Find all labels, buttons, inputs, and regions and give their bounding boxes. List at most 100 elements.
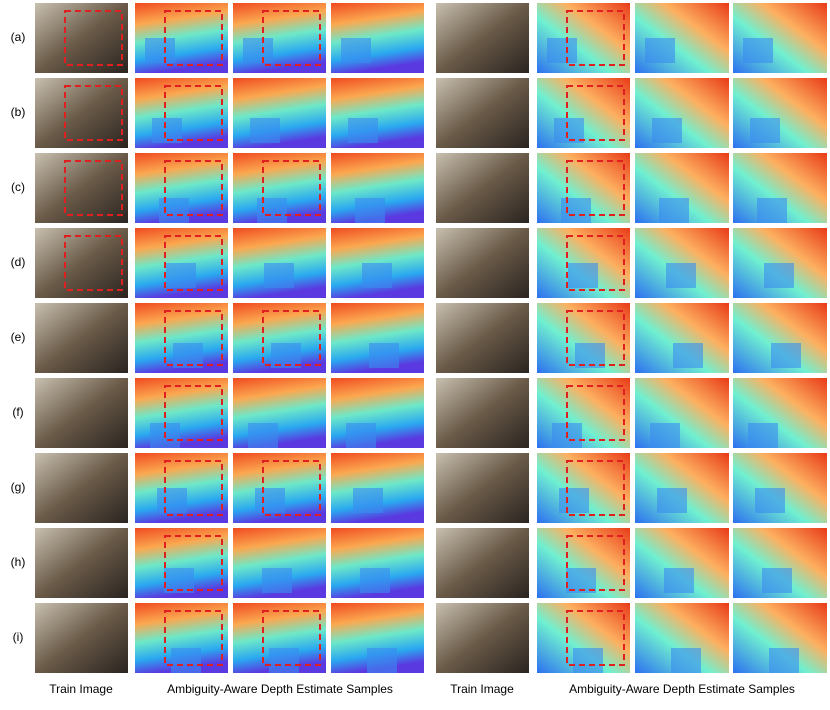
row-label: (a) xyxy=(11,30,26,44)
depth-object xyxy=(269,648,299,673)
highlight-box xyxy=(64,160,123,216)
depth-object xyxy=(575,343,605,368)
depth-sample xyxy=(331,378,424,448)
image-grid: (a) (b) (c) (d) (e) (f) (g) (h) (i) xyxy=(11,3,827,673)
highlight-box xyxy=(164,610,223,666)
depth-object xyxy=(157,488,187,513)
depth-object xyxy=(762,568,792,593)
depth-object xyxy=(673,343,703,368)
highlight-box xyxy=(164,160,223,216)
highlight-box xyxy=(566,610,625,666)
depth-object xyxy=(657,488,687,513)
depth-object xyxy=(573,648,603,673)
depth-object xyxy=(353,488,383,513)
depth-object xyxy=(671,648,701,673)
train-image xyxy=(35,603,128,673)
depth-object xyxy=(243,38,273,63)
depth-object xyxy=(164,568,194,593)
train-image xyxy=(436,378,529,448)
train-image xyxy=(35,303,128,373)
caption: Train Image xyxy=(450,682,514,696)
depth-object xyxy=(755,488,785,513)
caption: Train Image xyxy=(49,682,113,696)
depth-object xyxy=(367,648,397,673)
train-image xyxy=(436,528,529,598)
depth-object xyxy=(547,38,577,63)
depth-object xyxy=(664,568,694,593)
train-image xyxy=(436,228,529,298)
depth-object xyxy=(360,568,390,593)
depth-object xyxy=(771,343,801,368)
depth-object xyxy=(652,118,682,143)
depth-object xyxy=(173,343,203,368)
row-label: (b) xyxy=(11,105,26,119)
train-image xyxy=(35,153,128,223)
depth-sample xyxy=(635,378,729,448)
highlight-box xyxy=(164,310,223,366)
depth-object xyxy=(650,423,680,448)
highlight-box xyxy=(164,535,223,591)
depth-object xyxy=(248,423,278,448)
depth-object xyxy=(348,118,378,143)
train-image xyxy=(35,78,128,148)
train-image xyxy=(35,378,128,448)
depth-object xyxy=(554,118,584,143)
depth-object xyxy=(769,648,799,673)
highlight-box xyxy=(64,235,123,291)
highlight-box xyxy=(566,160,625,216)
depth-object xyxy=(257,198,287,223)
train-image xyxy=(35,528,128,598)
train-image xyxy=(436,153,529,223)
depth-object xyxy=(764,263,794,288)
train-image xyxy=(436,603,529,673)
depth-object xyxy=(264,263,294,288)
depth-object xyxy=(262,568,292,593)
depth-object xyxy=(250,118,280,143)
depth-object xyxy=(369,343,399,368)
highlight-box xyxy=(262,610,321,666)
train-image xyxy=(35,228,128,298)
highlight-box xyxy=(566,385,625,441)
depth-object xyxy=(750,118,780,143)
depth-object xyxy=(566,568,596,593)
highlight-box xyxy=(262,310,321,366)
depth-object xyxy=(666,263,696,288)
depth-object xyxy=(255,488,285,513)
depth-object xyxy=(748,423,778,448)
row-label: (h) xyxy=(11,555,26,569)
row-label: (i) xyxy=(13,630,24,644)
highlight-box xyxy=(164,85,223,141)
depth-object xyxy=(271,343,301,368)
highlight-box xyxy=(566,235,625,291)
train-image xyxy=(35,3,128,73)
caption: Ambiguity-Aware Depth Estimate Samples xyxy=(569,682,795,696)
highlight-box xyxy=(566,310,625,366)
highlight-box xyxy=(164,385,223,441)
highlight-box xyxy=(64,85,123,141)
highlight-box xyxy=(164,235,223,291)
highlight-box xyxy=(566,85,625,141)
depth-object xyxy=(743,38,773,63)
highlight-box xyxy=(262,460,321,516)
depth-object xyxy=(341,38,371,63)
row-label: (d) xyxy=(11,255,26,269)
highlight-box xyxy=(164,460,223,516)
train-image xyxy=(436,3,529,73)
depth-object xyxy=(152,118,182,143)
highlight-box xyxy=(262,10,321,66)
depth-object xyxy=(362,263,392,288)
depth-object xyxy=(757,198,787,223)
depth-object xyxy=(659,198,689,223)
depth-object xyxy=(145,38,175,63)
depth-object xyxy=(159,198,189,223)
train-image xyxy=(436,78,529,148)
highlight-box xyxy=(64,10,123,66)
depth-object xyxy=(166,263,196,288)
highlight-box xyxy=(566,535,625,591)
depth-object xyxy=(171,648,201,673)
highlight-box xyxy=(262,160,321,216)
depth-object xyxy=(559,488,589,513)
train-image xyxy=(35,453,128,523)
row-label: (g) xyxy=(11,480,26,494)
